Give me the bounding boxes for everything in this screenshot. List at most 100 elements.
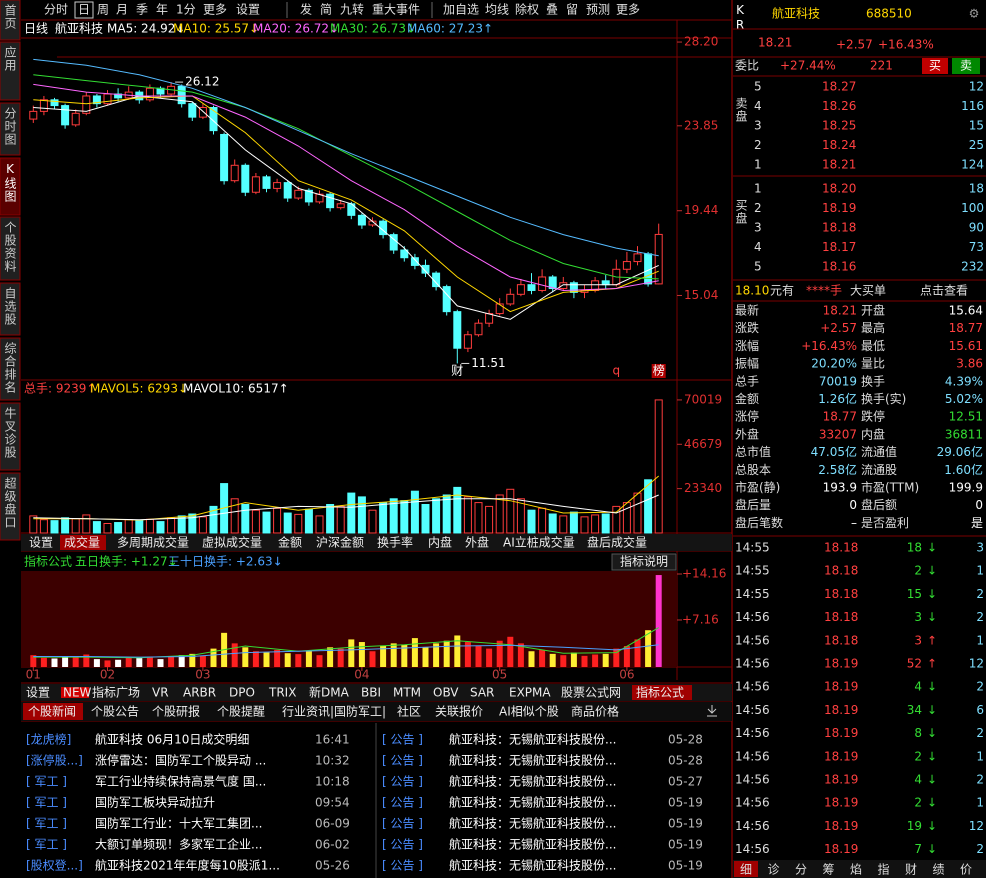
sidebar-label[interactable]: 个股资料: [3, 221, 17, 273]
indicator-tab[interactable]: ARBR: [183, 686, 216, 700]
volume-tab[interactable]: 设置: [29, 536, 53, 550]
bottom-tab[interactable]: 筹: [822, 863, 834, 877]
news-tag[interactable]: [ 公告 ]: [382, 838, 423, 852]
news-tab[interactable]: 个股新闻: [28, 704, 76, 719]
toolbar-button[interactable]: 留: [566, 3, 578, 17]
news-title[interactable]: 航亚科技2021年年度每10股派1...: [95, 858, 280, 873]
volume-tab[interactable]: 外盘: [465, 535, 489, 550]
news-title[interactable]: 军工行业持续保持高景气度 国...: [95, 774, 266, 789]
news-tag[interactable]: [ 公告 ]: [382, 775, 423, 789]
news-title[interactable]: 航亚科技：无锡航亚科技股份...: [449, 795, 616, 810]
indicator-tab[interactable]: OBV: [433, 686, 459, 700]
news-tag[interactable]: [股权登...]: [26, 858, 83, 873]
sell-button[interactable]: [952, 58, 980, 74]
toolbar-button[interactable]: 1分: [176, 3, 196, 17]
sidebar-tab[interactable]: [0, 216, 21, 281]
sidebar-label[interactable]: 超级盘口: [3, 476, 17, 529]
buy-button[interactable]: [922, 58, 948, 74]
sidebar-tab[interactable]: [0, 402, 21, 471]
sidebar-label[interactable]: 分时图: [3, 107, 17, 146]
news-tab[interactable]: 个股研报: [152, 704, 200, 719]
volume-tab[interactable]: 换手率: [377, 535, 413, 550]
toolbar-button[interactable]: 设置: [236, 3, 260, 17]
indicator-help[interactable]: 指标说明: [620, 554, 668, 569]
news-tag[interactable]: [涨停股...]: [26, 753, 83, 768]
event-marker[interactable]: q: [612, 364, 620, 378]
indicator-tab[interactable]: 指标广场: [92, 685, 140, 700]
bottom-tab[interactable]: 焰: [850, 862, 862, 877]
sidebar-tab[interactable]: [0, 102, 21, 156]
sidebar-label[interactable]: 综合排名: [3, 342, 17, 394]
indicator-tab[interactable]: NEW: [63, 686, 92, 700]
news-tab[interactable]: 行业资讯|国防军工|: [282, 704, 386, 719]
toolbar-button[interactable]: 简: [320, 3, 332, 17]
toolbar-button[interactable]: 发: [300, 2, 312, 17]
sidebar-tab[interactable]: [0, 337, 21, 401]
toolbar-button[interactable]: 重大事件: [372, 3, 420, 17]
big-order-link[interactable]: 点击查看: [920, 284, 968, 298]
toolbar-button[interactable]: 加自选: [443, 3, 479, 17]
news-title[interactable]: 航亚科技 06月10日成交明细: [95, 732, 249, 747]
news-tab[interactable]: AI相似个股: [499, 705, 559, 719]
toolbar-button[interactable]: 九转: [340, 2, 364, 17]
news-tab[interactable]: 关联报价: [435, 704, 483, 719]
toolbar-button[interactable]: 日: [78, 3, 90, 17]
toolbar-button[interactable]: 均线: [485, 3, 509, 17]
news-title[interactable]: 航亚科技：无锡航亚科技股份...: [449, 816, 616, 831]
toolbar-button[interactable]: 更多: [203, 3, 227, 17]
news-title[interactable]: 航亚科技：无锡航亚科技股份...: [449, 837, 616, 852]
toolbar-button[interactable]: 叠: [546, 3, 558, 17]
news-tab[interactable]: 社区: [397, 704, 421, 719]
sidebar-tab[interactable]: [0, 472, 21, 541]
indicator-tab[interactable]: MTM: [393, 686, 421, 700]
news-tag[interactable]: [ 军工 ]: [26, 775, 67, 789]
volume-tab[interactable]: 成交量: [64, 535, 100, 550]
toolbar-button[interactable]: 分时: [44, 3, 68, 17]
news-tag[interactable]: [ 军工 ]: [26, 838, 67, 852]
news-tab[interactable]: 个股提醒: [217, 704, 265, 719]
news-tag[interactable]: [ 公告 ]: [382, 859, 423, 873]
volume-tab[interactable]: 金额: [278, 535, 302, 550]
news-tag[interactable]: [ 公告 ]: [382, 796, 423, 810]
event-marker[interactable]: 榜: [653, 363, 665, 378]
news-title[interactable]: 航亚科技：无锡航亚科技股份...: [449, 858, 616, 873]
toolbar-button[interactable]: 更多: [616, 3, 640, 17]
volume-tab[interactable]: 盘后成交量: [587, 535, 647, 550]
indicator-tab[interactable]: BBI: [361, 686, 381, 700]
bottom-tab[interactable]: 分: [795, 863, 807, 877]
toolbar-button[interactable]: 年: [156, 3, 168, 17]
indicator-tab[interactable]: DPO: [229, 686, 255, 700]
buy-button-label[interactable]: 买: [929, 59, 941, 73]
news-tag[interactable]: [ 公告 ]: [382, 754, 423, 768]
volume-tab[interactable]: AI立桩成交量: [503, 535, 575, 550]
bottom-tab[interactable]: 细: [740, 863, 752, 877]
settings-icon[interactable]: ⚙: [969, 7, 980, 21]
news-title[interactable]: 国防军工行业：十大军工集团...: [95, 816, 262, 831]
toolbar-button[interactable]: 除权: [515, 2, 539, 17]
bottom-tab[interactable]: 财: [905, 863, 917, 877]
sidebar-label[interactable]: K线图: [3, 162, 17, 203]
news-title[interactable]: 航亚科技：无锡航亚科技股份...: [449, 753, 616, 768]
news-tag[interactable]: [ 军工 ]: [26, 817, 67, 831]
news-title[interactable]: 涨停雷达：国防军工个股异动 ...: [95, 753, 266, 768]
sidebar-tab[interactable]: [0, 157, 21, 216]
indicator-tab[interactable]: 指标公式: [636, 685, 684, 700]
indicator-tab[interactable]: VR: [152, 686, 169, 700]
news-tag[interactable]: [龙虎榜]: [26, 732, 71, 747]
bottom-tab[interactable]: 诊: [767, 863, 779, 877]
volume-tab[interactable]: 虚拟成交量: [202, 535, 262, 550]
sidebar-label[interactable]: 应用: [3, 45, 17, 72]
news-title[interactable]: 大额订单频现！多家军工企业...: [95, 837, 262, 852]
indicator-tab[interactable]: 新DMA: [309, 685, 350, 700]
indicator-tab[interactable]: 股票公式网: [561, 686, 621, 700]
sell-button-label[interactable]: 卖: [960, 59, 972, 73]
toolbar-button[interactable]: 预测: [586, 3, 610, 17]
sidebar-tab[interactable]: [0, 0, 21, 41]
volume-tab[interactable]: 内盘: [428, 535, 452, 550]
bottom-tab[interactable]: 价: [960, 863, 972, 877]
indicator-tab[interactable]: TRIX: [268, 686, 296, 700]
volume-tab[interactable]: 多周期成交量: [117, 535, 189, 550]
sidebar-label[interactable]: 自选股: [3, 287, 17, 326]
sidebar-label[interactable]: 牛叉诊股: [3, 406, 17, 459]
event-marker[interactable]: 财: [451, 364, 463, 378]
